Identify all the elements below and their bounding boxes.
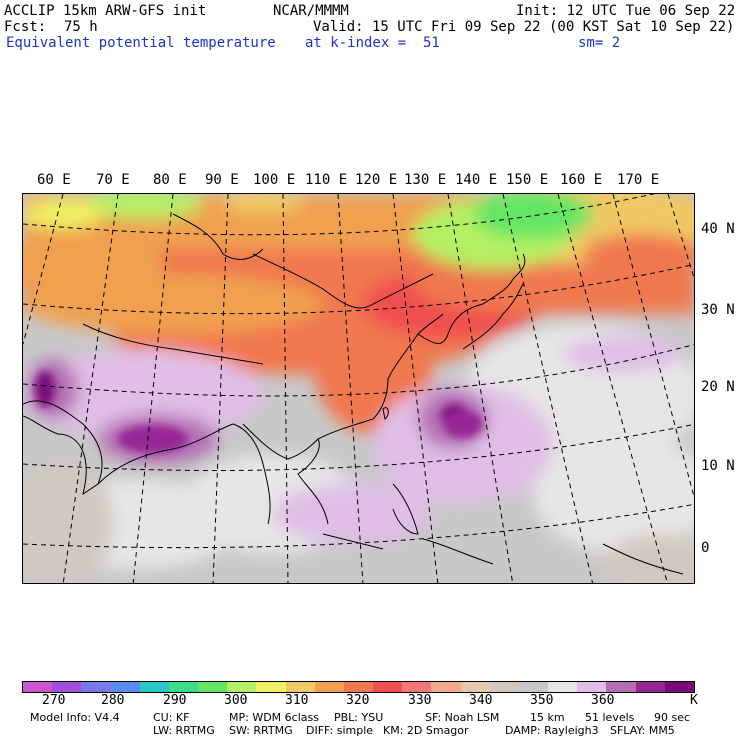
- colorbar-unit: K: [690, 693, 698, 708]
- footer-item: SF: Noah LSM: [425, 711, 500, 724]
- lon-label: 90 E: [205, 172, 239, 188]
- colorbar-swatch: [256, 682, 286, 692]
- colorbar-tick: 360: [591, 693, 615, 708]
- forecast-label: Fcst:: [4, 19, 47, 35]
- colorbar-tick: 280: [101, 693, 125, 708]
- theta-e-maxima: [35, 371, 483, 453]
- lon-label: 100 E: [253, 172, 296, 188]
- colorbar-tick: 300: [224, 693, 248, 708]
- colorbar-swatch: [285, 682, 315, 692]
- lon-label: 80 E: [153, 172, 187, 188]
- colorbar-swatch: [373, 682, 403, 692]
- colorbar-swatch: [168, 682, 199, 692]
- footer-item: PBL: YSU: [334, 711, 384, 724]
- smoothing-label: sm= 2: [578, 35, 621, 51]
- footer-item: MP: WDM 6class: [229, 711, 319, 724]
- colorbar-swatch: [460, 682, 490, 692]
- colorbar-swatch: [52, 682, 82, 692]
- footer-item: SW: RRTMG: [229, 724, 293, 737]
- colorbar-swatch: [431, 682, 461, 692]
- colorbar-swatch: [23, 682, 53, 692]
- init-time: Init: 12 UTC Tue 06 Sep 22: [516, 3, 736, 19]
- colorbar-swatch: [343, 682, 374, 692]
- lon-label: 160 E: [560, 172, 603, 188]
- footer-item: DIFF: simple: [306, 724, 374, 737]
- colorbar-swatch: [518, 682, 549, 692]
- lon-label: 150 E: [506, 172, 549, 188]
- lat-label: 0: [701, 540, 710, 556]
- colorbar-tick: 320: [346, 693, 370, 708]
- forecast-hour: 75 h: [64, 19, 98, 35]
- colorbar-swatch: [402, 682, 432, 692]
- lat-label: 40 N: [701, 221, 735, 237]
- colorbar-swatch: [577, 682, 607, 692]
- lon-label: 110 E: [305, 172, 348, 188]
- colorbar-tick: 350: [530, 693, 554, 708]
- footer-item: Model Info: V4.4: [30, 711, 120, 724]
- lon-label: 120 E: [355, 172, 398, 188]
- footer-item: KM: 2D Smagor: [383, 724, 469, 737]
- level-label: at k-index = 51: [305, 35, 440, 51]
- lon-label: 170 E: [617, 172, 660, 188]
- lon-label: 60 E: [37, 172, 71, 188]
- field-name: Equivalent potential temperature: [6, 35, 276, 51]
- colorbar-tick: 340: [469, 693, 493, 708]
- colorbar-swatch: [635, 682, 665, 692]
- colorbar-swatch: [110, 682, 140, 692]
- valid-time: Valid: 15 UTC Fri 09 Sep 22 (00 KST Sat …: [313, 19, 735, 35]
- colorbar-tick: 330: [408, 693, 432, 708]
- graticule: [23, 194, 694, 583]
- map-canvas: [23, 194, 694, 583]
- colorbar-swatch: [489, 682, 519, 692]
- colorbar-swatch: [548, 682, 578, 692]
- colorbar-swatch: [664, 682, 694, 692]
- footer-item: 15 km: [530, 711, 565, 724]
- colorbar-swatch: [81, 682, 111, 692]
- theta-e-map: [22, 193, 695, 584]
- lat-label: 20 N: [701, 379, 735, 395]
- lat-label: 30 N: [701, 302, 735, 318]
- lon-label: 130 E: [404, 172, 447, 188]
- footer-item: LW: RRTMG: [153, 724, 215, 737]
- colorbar-swatch: [139, 682, 169, 692]
- colorbar-swatch: [606, 682, 636, 692]
- lon-label: 70 E: [96, 172, 130, 188]
- center-label: NCAR/MMMM: [273, 3, 349, 19]
- colorbar-swatch: [198, 682, 228, 692]
- footer-item: SFLAY: MM5: [610, 724, 675, 737]
- theta-e-field: [23, 194, 694, 583]
- lon-label: 140 E: [455, 172, 498, 188]
- colorbar-swatch: [227, 682, 257, 692]
- footer-item: CU: KF: [153, 711, 190, 724]
- model-title: ACCLIP 15km ARW-GFS init: [4, 3, 207, 19]
- colorbar-tick: 290: [163, 693, 187, 708]
- footer-item: 90 sec: [654, 711, 691, 724]
- lat-label: 10 N: [701, 458, 735, 474]
- coastlines: [23, 213, 684, 575]
- colorbar-tick: 310: [285, 693, 309, 708]
- colorbar: [22, 681, 695, 693]
- colorbar-swatch: [314, 682, 344, 692]
- colorbar-tick: 270: [42, 693, 66, 708]
- footer-item: 51 levels: [585, 711, 635, 724]
- footer-item: DAMP: Rayleigh3: [505, 724, 599, 737]
